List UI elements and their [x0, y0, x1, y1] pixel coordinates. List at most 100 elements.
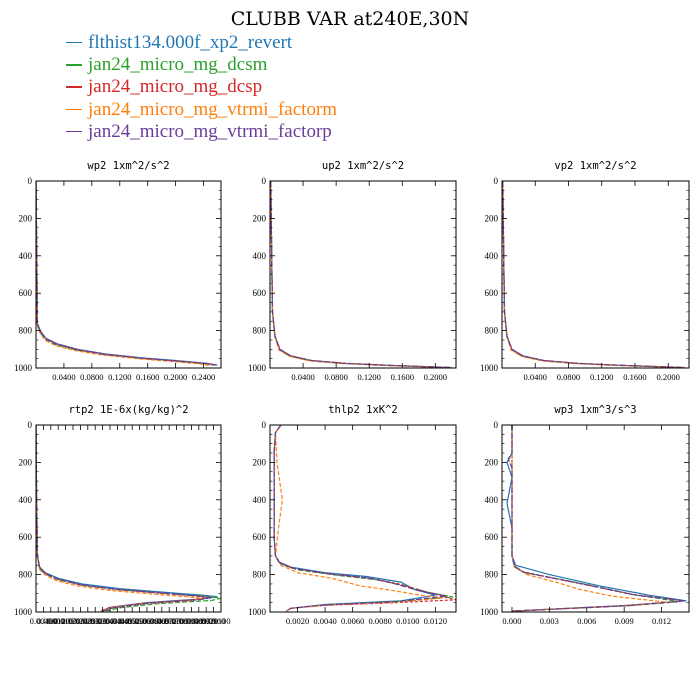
y-tick-label: 0 — [28, 176, 33, 186]
y-tick-label: 200 — [253, 457, 267, 467]
series-line — [36, 181, 218, 366]
legend-item: jan24_micro_mg_vtrmi_factorp — [66, 121, 337, 143]
y-tick-label: 0 — [28, 420, 33, 430]
legend-item: jan24_micro_mg_dcsp — [66, 76, 337, 98]
series-line — [273, 425, 447, 612]
y-tick-label: 400 — [19, 495, 33, 505]
y-tick-label: 1000 — [14, 363, 33, 373]
plot-panel: vp2 1xm^2/s^2 0 200 400 600 800 1000 0.0400 0.08… — [480, 160, 690, 382]
series-line — [507, 425, 685, 612]
series-line — [36, 425, 209, 612]
x-tick-label: 0.006 — [577, 616, 596, 626]
y-tick-label: 200 — [19, 213, 33, 223]
x-tick-label: 0.1200 — [590, 372, 613, 382]
series-line — [36, 181, 215, 366]
x-tick-label: 0.0400 — [98, 616, 121, 626]
series-line — [502, 181, 685, 368]
x-tick-label: 0.0600 — [135, 616, 158, 626]
series-line — [36, 425, 221, 612]
series-line — [36, 425, 203, 612]
x-tick-label: 0.0060 — [341, 616, 364, 626]
x-tick-label: 0.0480 — [113, 616, 136, 626]
panel-title: thlp2 1xK^2 — [328, 404, 398, 416]
legend-item: flthist134.000f_xp2_revert — [66, 32, 337, 54]
x-tick-label: 0.0160 — [54, 616, 77, 626]
plot-frame — [269, 424, 457, 613]
legend-line — [66, 64, 82, 66]
y-tick-label: 1000 — [248, 607, 267, 617]
y-tick-label: 400 — [485, 495, 499, 505]
x-tick-label: 0.2000 — [164, 372, 187, 382]
y-tick-label: 1000 — [14, 607, 33, 617]
x-tick-label: 0.0080 — [369, 616, 392, 626]
x-tick-label: 0.003 — [540, 616, 559, 626]
x-tick-label: 0.0520 — [121, 616, 144, 626]
series-line — [502, 181, 685, 368]
series-line — [511, 425, 685, 612]
y-tick-label: 200 — [485, 457, 499, 467]
x-tick-label: 0.00800 — [37, 616, 65, 626]
plot-frame — [35, 180, 222, 369]
x-tick-label: 0.0800 — [324, 372, 347, 382]
series-line — [36, 425, 218, 612]
x-tick-label: 0.0280 — [76, 616, 99, 626]
series-line — [502, 181, 685, 368]
y-tick-label: 1000 — [480, 607, 499, 617]
x-tick-label: 0.0880 — [187, 616, 210, 626]
y-tick-label: 0 — [262, 176, 267, 186]
series-line — [36, 181, 218, 366]
plot-panel: rtp2 1E-6x(kg/kg)^2020040060080010000.00… — [14, 404, 231, 626]
x-tick-label: 0.0040 — [313, 616, 336, 626]
y-tick-label: 400 — [253, 251, 267, 261]
panel-title: up2 1xm^2/s^2 — [322, 160, 404, 172]
legend-label: jan24_micro_mg_dcsp — [88, 76, 263, 98]
legend: flthist134.000f_xp2_revert jan24_micro_m… — [66, 32, 337, 143]
series-line — [502, 181, 685, 368]
panel-title: wp3 1xm^3/s^3 — [554, 404, 636, 416]
y-tick-label: 800 — [253, 570, 267, 580]
plot-frame — [501, 424, 690, 613]
y-tick-label: 600 — [253, 532, 267, 542]
legend-line — [66, 130, 82, 133]
series-line — [273, 425, 436, 612]
y-tick-label: 0 — [262, 420, 267, 430]
x-tick-label: 0.00400 — [30, 616, 58, 626]
x-tick-label: 0.1600 — [391, 372, 414, 382]
panel-title: vp2 1xm^2/s^2 — [554, 160, 636, 172]
legend-line — [66, 41, 82, 44]
x-tick-label: 0.1200 — [358, 372, 381, 382]
legend-line — [66, 108, 82, 110]
y-tick-label: 800 — [19, 570, 33, 580]
x-tick-label: 0.0960 — [202, 616, 225, 626]
x-tick-label: 0.0680 — [150, 616, 173, 626]
x-tick-label: 0.100 — [211, 616, 230, 626]
x-tick-label: 0.0200 — [61, 616, 84, 626]
y-tick-label: 600 — [19, 288, 33, 298]
x-tick-label: 0.0020 — [286, 616, 309, 626]
x-tick-label: 0.2400 — [192, 372, 215, 382]
series-line — [502, 181, 685, 368]
plot-panel: up2 1xm^2/s^2 0 200 400 600 800 1000 0.0400 0.08… — [248, 160, 457, 382]
x-tick-label: 0.0120 — [47, 616, 70, 626]
x-tick-label: 0.0440 — [106, 616, 129, 626]
x-tick-label: 0.0640 — [143, 616, 166, 626]
x-tick-label: 0.2000 — [424, 372, 447, 382]
x-tick-label: 0.0120 — [424, 616, 447, 626]
legend-label: jan24_micro_mg_vtrmi_factorp — [88, 120, 332, 142]
y-tick-label: 400 — [485, 251, 499, 261]
x-tick-label: 0.0400 — [52, 372, 75, 382]
panel-title: rtp2 1E-6x(kg/kg)^2 — [68, 404, 188, 416]
series-line — [36, 425, 212, 612]
plot-panel: thlp2 1xK^2 0 200 400 600 800 1000 0.0020 0.0040… — [248, 404, 457, 626]
series-line — [511, 425, 681, 612]
y-tick-label: 600 — [253, 288, 267, 298]
y-tick-label: 0 — [494, 420, 499, 430]
y-tick-label: 400 — [253, 495, 267, 505]
y-tick-label: 800 — [253, 326, 267, 336]
x-tick-label: 0.0840 — [180, 616, 203, 626]
figure-title: CLUBB VAR at240E,30N — [230, 8, 470, 30]
series-line — [270, 181, 452, 368]
x-tick-label: 0.0560 — [128, 616, 151, 626]
x-tick-label: 0.0760 — [165, 616, 188, 626]
